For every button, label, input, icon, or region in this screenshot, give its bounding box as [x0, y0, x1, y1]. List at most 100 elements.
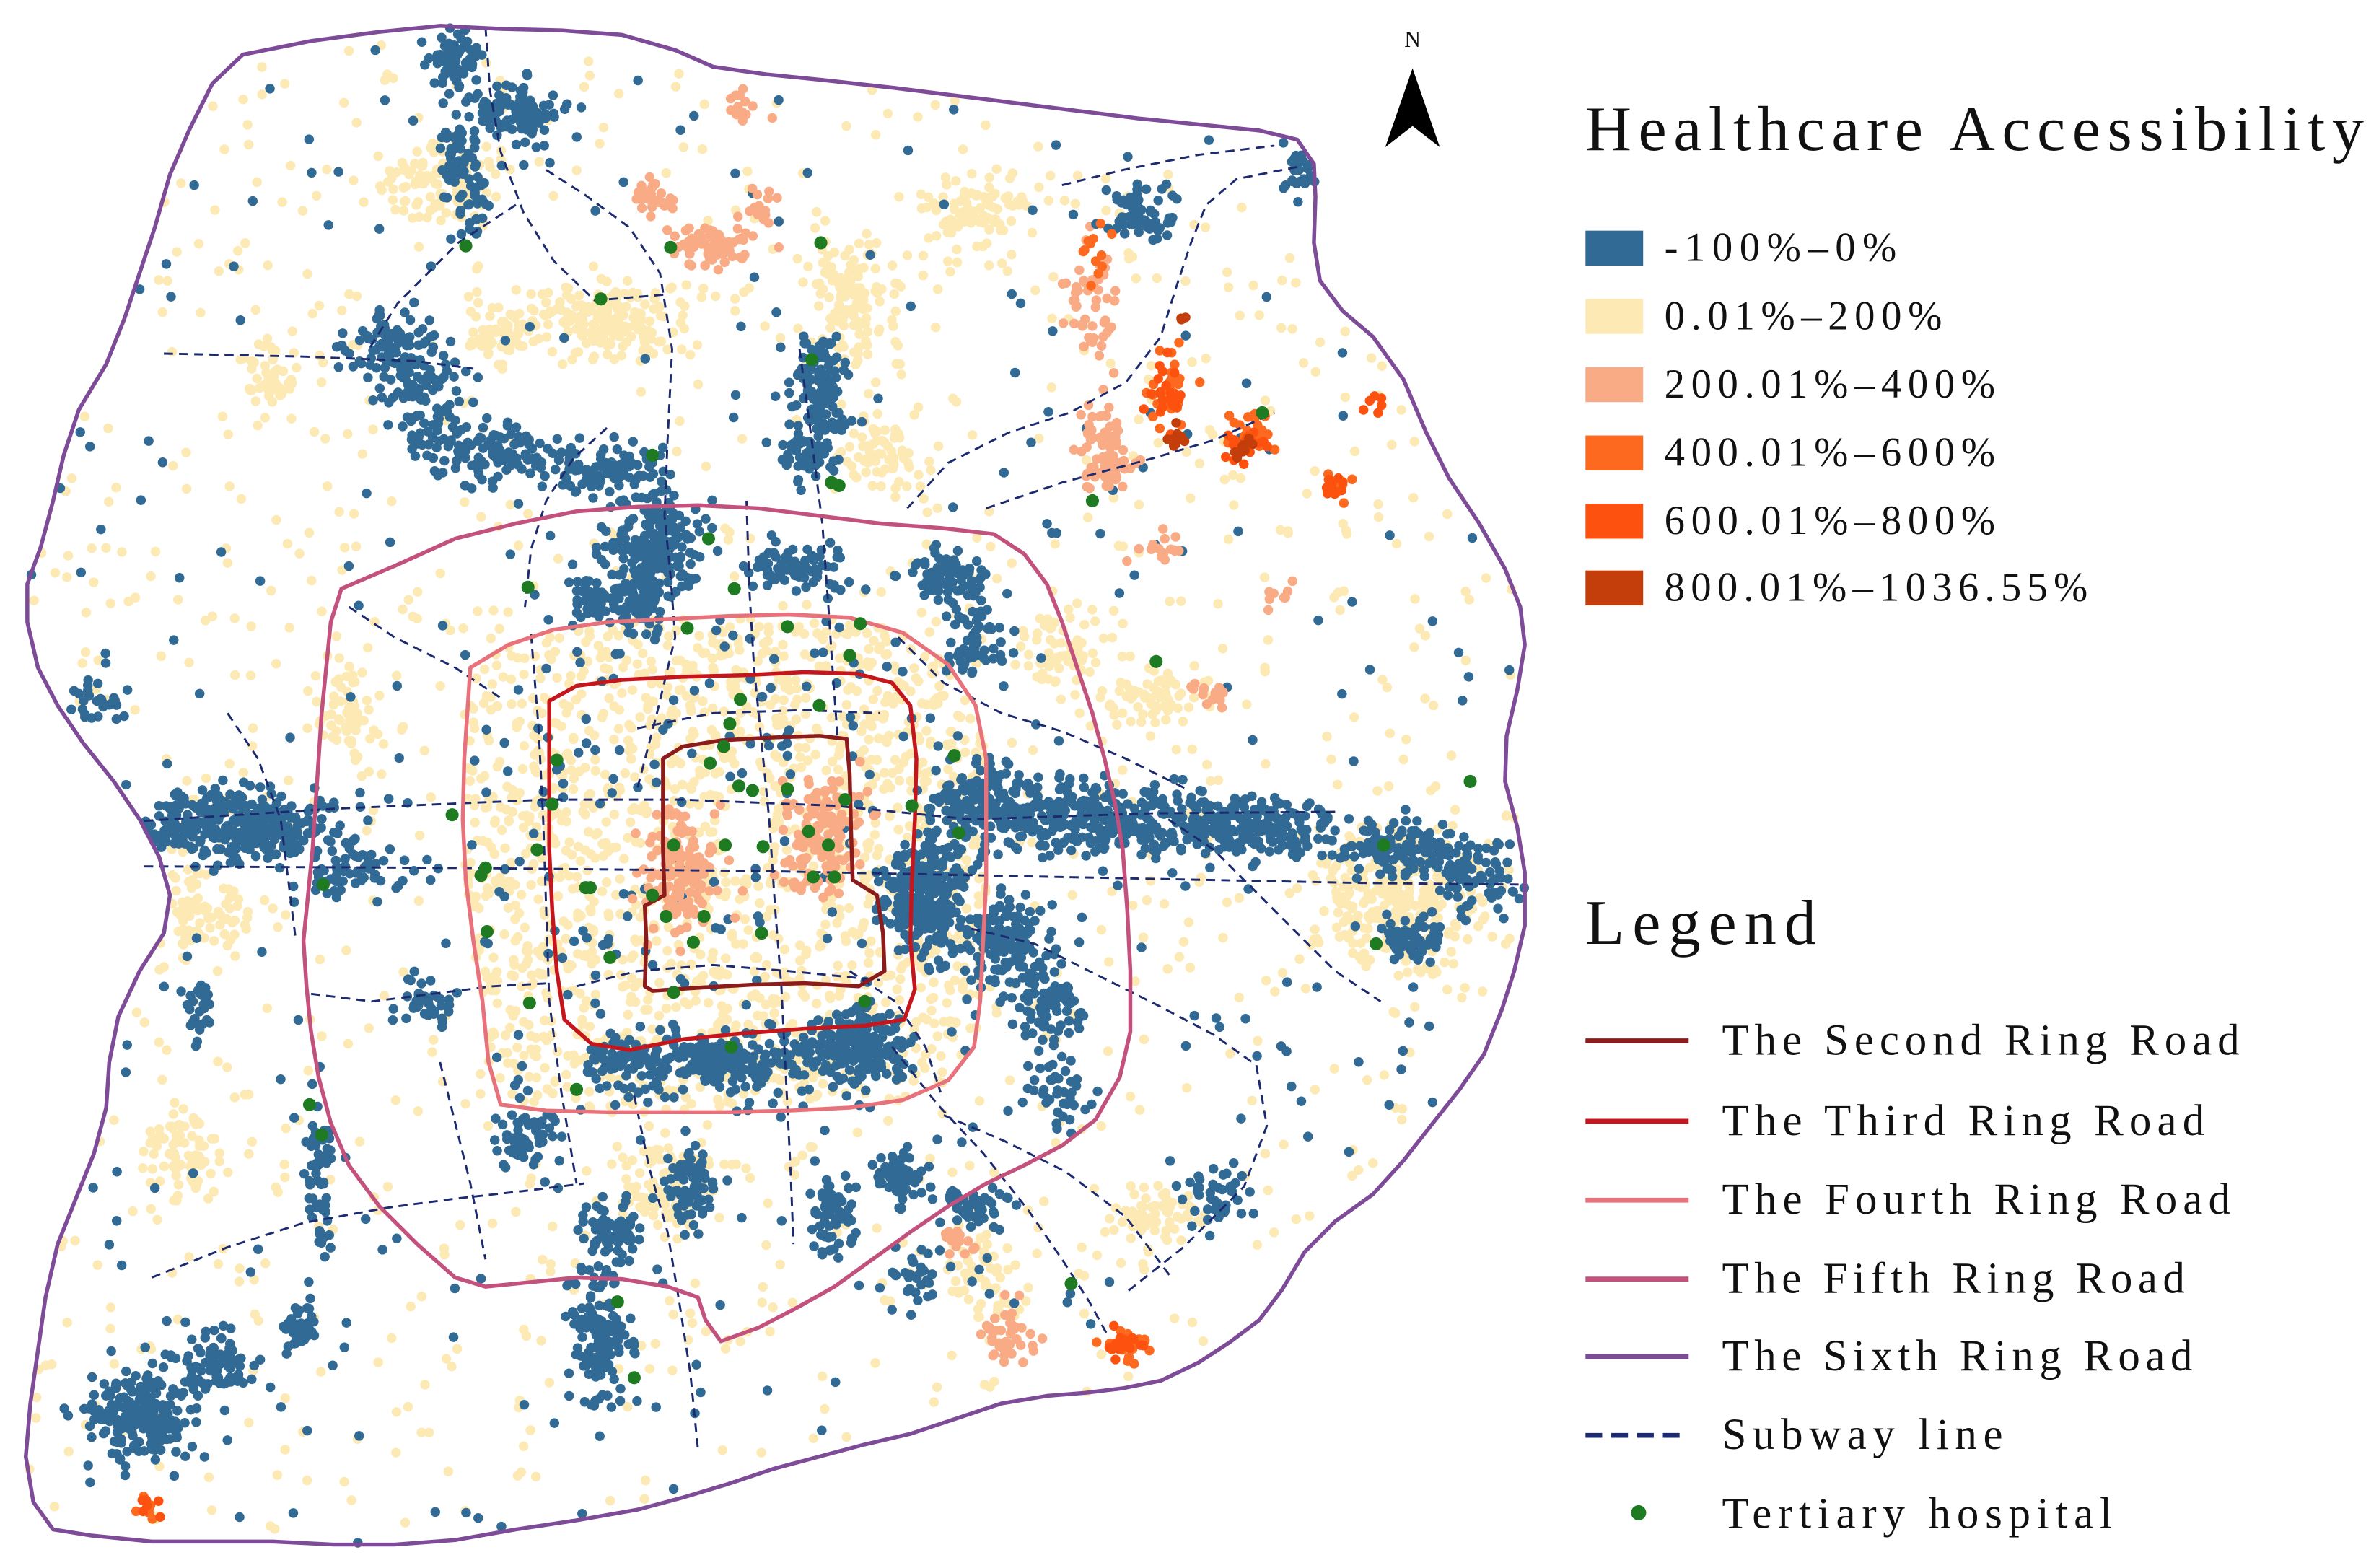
- accessibility-point: [1051, 527, 1062, 538]
- accessibility-point: [429, 203, 439, 213]
- accessibility-point: [84, 442, 95, 452]
- accessibility-point: [362, 488, 372, 499]
- accessibility-point: [100, 658, 111, 668]
- accessibility-point: [229, 929, 240, 940]
- accessibility-point: [663, 1143, 674, 1153]
- accessibility-point: [636, 180, 647, 190]
- accessibility-point: [446, 234, 456, 244]
- accessibility-point: [720, 953, 731, 963]
- accessibility-point: [501, 805, 512, 815]
- accessibility-point: [1398, 1046, 1408, 1056]
- accessibility-point: [649, 759, 660, 770]
- accessibility-point: [1015, 641, 1026, 652]
- accessibility-point: [1379, 1070, 1390, 1080]
- accessibility-point: [868, 452, 879, 463]
- accessibility-point: [1070, 690, 1080, 700]
- accessibility-point: [709, 967, 719, 977]
- accessibility-point: [1310, 367, 1320, 377]
- accessibility-point: [1315, 337, 1326, 348]
- accessibility-point: [566, 294, 577, 305]
- accessibility-point: [643, 1097, 653, 1108]
- accessibility-point: [999, 468, 1009, 478]
- accessibility-point: [1178, 937, 1189, 947]
- accessibility-point: [541, 1035, 552, 1046]
- accessibility-point: [634, 978, 644, 988]
- accessibility-point: [844, 244, 854, 255]
- accessibility-point: [262, 379, 273, 390]
- accessibility-point: [818, 647, 828, 657]
- accessibility-point: [1103, 1046, 1113, 1056]
- accessibility-point: [810, 223, 820, 233]
- accessibility-point: [604, 693, 614, 704]
- accessibility-point: [154, 965, 165, 975]
- accessibility-point: [528, 828, 539, 838]
- accessibility-point: [489, 1029, 499, 1040]
- accessibility-point: [730, 390, 741, 400]
- accessibility-point: [569, 936, 579, 947]
- accessibility-point: [895, 359, 906, 369]
- accessibility-point: [926, 465, 936, 476]
- accessibility-point: [473, 1513, 483, 1523]
- accessibility-point: [478, 698, 489, 709]
- accessibility-point: [521, 849, 531, 859]
- accessibility-point: [1340, 392, 1351, 403]
- accessibility-point: [525, 322, 535, 332]
- accessibility-point: [709, 877, 719, 888]
- accessibility-point: [1185, 963, 1196, 973]
- accessibility-point: [540, 1062, 550, 1073]
- accessibility-point: [1187, 744, 1198, 755]
- accessibility-point: [547, 307, 557, 317]
- accessibility-point: [857, 432, 867, 442]
- accessibility-point: [1129, 570, 1139, 580]
- accessibility-point: [614, 745, 625, 755]
- accessibility-point: [1263, 635, 1274, 645]
- accessibility-point: [244, 383, 255, 394]
- accessibility-point: [810, 648, 820, 658]
- accessibility-point: [947, 1286, 958, 1297]
- accessibility-point: [152, 1214, 162, 1225]
- accessibility-point: [932, 1382, 942, 1393]
- accessibility-point: [1104, 1276, 1115, 1287]
- accessibility-point: [932, 1134, 942, 1144]
- accessibility-point: [222, 940, 232, 951]
- accessibility-point: [618, 177, 628, 188]
- accessibility-point: [219, 929, 229, 940]
- accessibility-point: [644, 194, 654, 205]
- accessibility-point: [309, 426, 320, 437]
- accessibility-point: [961, 855, 972, 865]
- accessibility-point: [476, 1274, 486, 1284]
- accessibility-point: [680, 301, 690, 311]
- accessibility-point: [757, 691, 768, 702]
- accessibility-point: [1065, 613, 1075, 623]
- accessibility-point: [514, 788, 525, 798]
- accessibility-point: [112, 1167, 122, 1177]
- accessibility-point: [841, 1432, 851, 1442]
- accessibility-point: [343, 45, 354, 56]
- accessibility-point: [482, 802, 493, 813]
- accessibility-point: [109, 1359, 120, 1369]
- accessibility-point: [336, 682, 346, 693]
- accessibility-point: [1074, 1269, 1084, 1279]
- accessibility-point: [768, 823, 779, 833]
- accessibility-point: [680, 997, 690, 1007]
- accessibility-point: [875, 297, 885, 307]
- accessibility-point: [193, 893, 203, 903]
- accessibility-point: [771, 713, 781, 724]
- accessibility-point: [1125, 1091, 1136, 1102]
- accessibility-point: [870, 130, 881, 140]
- accessibility-point: [690, 1278, 701, 1289]
- accessibility-point: [873, 393, 883, 403]
- accessibility-point: [1147, 1218, 1157, 1228]
- accessibility-point: [1252, 1051, 1262, 1061]
- accessibility-point: [1448, 958, 1458, 969]
- accessibility-point: [1373, 499, 1383, 509]
- accessibility-point: [755, 898, 765, 908]
- accessibility-point: [715, 1300, 725, 1310]
- accessibility-point: [315, 954, 325, 965]
- accessibility-point: [947, 1350, 957, 1361]
- accessibility-point: [984, 224, 994, 235]
- accessibility-point: [351, 725, 361, 735]
- accessibility-point: [708, 947, 718, 958]
- accessibility-point: [1313, 615, 1323, 626]
- accessibility-point: [626, 754, 636, 764]
